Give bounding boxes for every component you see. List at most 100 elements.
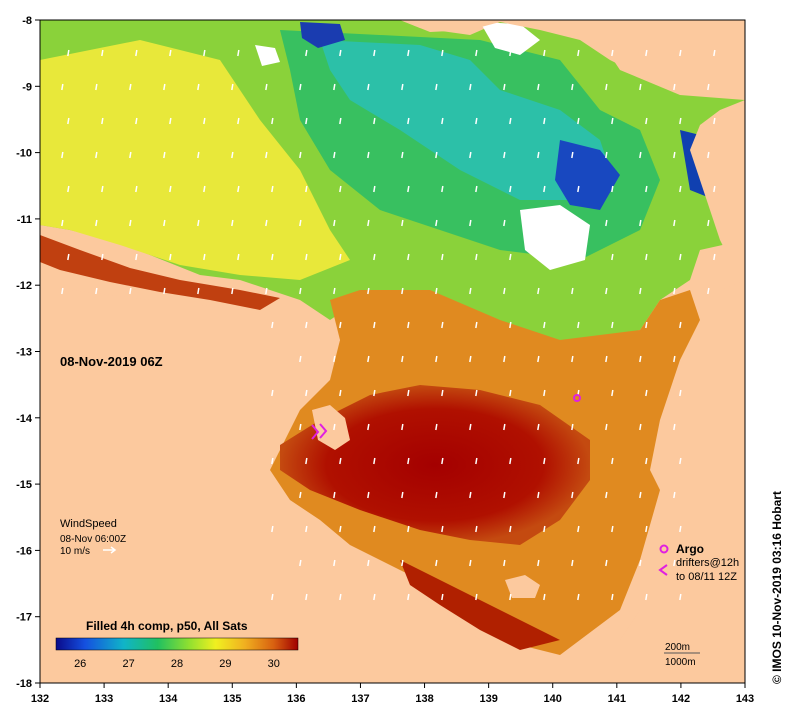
wind-arrow [543, 321, 546, 329]
wind-arrow [645, 117, 648, 125]
wind-arrow [203, 117, 206, 125]
wind-arrow [373, 185, 376, 193]
sea-north-cyan [320, 40, 610, 200]
wind-arrow [339, 117, 342, 125]
lat-tick-label: -15 [16, 479, 32, 491]
wind-arrow [67, 117, 70, 125]
wind-arrow [673, 559, 676, 567]
sea-gulf-core [280, 385, 590, 545]
wind-arrow [441, 321, 444, 329]
wind-arrow [135, 49, 138, 57]
wind-arrow [339, 253, 342, 261]
wind-arrow [503, 287, 506, 295]
land-cape-york [690, 100, 745, 275]
wind-arrow [299, 491, 302, 499]
sea-gulf-south-warm [400, 560, 560, 650]
wind-arrow [571, 219, 574, 227]
wind-arrow [333, 355, 336, 363]
wind-arrow [503, 423, 506, 431]
wind-arrow [611, 525, 614, 533]
wind-arrow [441, 389, 444, 397]
map-plot-area [39, 19, 746, 684]
wind-arrow [61, 151, 64, 159]
wind-arrow [135, 253, 138, 261]
wind-arrow [441, 525, 444, 533]
wind-arrow [639, 559, 642, 567]
wind-arrow [645, 185, 648, 193]
wind-arrow [713, 185, 716, 193]
colorbar-title: Filled 4h comp, p50, All Sats [86, 619, 248, 633]
wind-arrow [61, 219, 64, 227]
wind-arrow [367, 355, 370, 363]
cloud-patch-2 [480, 22, 540, 55]
isobath-1000m-label: 1000m [665, 657, 696, 668]
wind-arrow [95, 287, 98, 295]
wind-arrow [713, 117, 716, 125]
wind-arrow [299, 287, 302, 295]
wind-arrow [577, 457, 580, 465]
wind-arrow [543, 185, 546, 193]
wind-arrow [101, 117, 104, 125]
wind-arrow [435, 355, 438, 363]
wind-arrow [305, 389, 308, 397]
wind-arrow [537, 355, 540, 363]
wind-arrow [299, 83, 302, 91]
wind-arrow [401, 355, 404, 363]
wind-arrow [577, 185, 580, 193]
wind-arrow [95, 219, 98, 227]
lon-tick-label: 136 [287, 693, 305, 705]
wind-arrow [271, 49, 274, 57]
wind-arrow [101, 253, 104, 261]
wind-arrow [265, 83, 268, 91]
wind-arrow [673, 491, 676, 499]
wind-arrow [373, 457, 376, 465]
colorbar-tick-label: 26 [74, 658, 86, 670]
wind-arrow [231, 287, 234, 295]
wind-arrow [571, 287, 574, 295]
wind-arrow [237, 185, 240, 193]
wind-arrow [135, 185, 138, 193]
wind-arrow [203, 49, 206, 57]
wind-arrow [469, 491, 472, 499]
wind-arrow [605, 287, 608, 295]
wind-arrow [611, 321, 614, 329]
wind-arrow [537, 491, 540, 499]
wind-arrow [333, 491, 336, 499]
wind-arrow [707, 219, 710, 227]
wind-arrow [639, 423, 642, 431]
lat-tick-label: -12 [16, 280, 32, 292]
wind-arrow [407, 525, 410, 533]
drifters-legend-label: drifters@12h [676, 557, 739, 569]
lat-tick-label: -8 [22, 15, 32, 27]
wind-arrow [611, 253, 614, 261]
wind-arrow [265, 287, 268, 295]
wind-arrow [169, 49, 172, 57]
sea-west-coast-warm [40, 235, 280, 310]
wind-arrow [571, 151, 574, 159]
wind-arrow [441, 49, 444, 57]
wind-arrow [305, 185, 308, 193]
wind-arrow [611, 457, 614, 465]
wind-arrow [469, 287, 472, 295]
argo-float-1 [573, 394, 581, 402]
wind-arrow [707, 151, 710, 159]
lat-tick-label: -14 [16, 413, 33, 425]
wind-arrow [543, 389, 546, 397]
wind-arrow [333, 423, 336, 431]
wind-arrow [197, 151, 200, 159]
lon-tick-label: 137 [351, 693, 369, 705]
lat-tick-label: -18 [16, 678, 32, 690]
wind-legend-time: 08-Nov 06:00Z [60, 534, 126, 545]
drifters-legend-time: to 08/11 12Z [676, 571, 737, 583]
wind-arrow [503, 151, 506, 159]
wind-arrow [679, 457, 682, 465]
wind-arrow [713, 253, 716, 261]
wind-arrow [577, 525, 580, 533]
wind-arrow [339, 321, 342, 329]
lon-tick-label: 141 [608, 693, 626, 705]
wind-arrow [679, 321, 682, 329]
wind-arrow [333, 151, 336, 159]
wind-arrow [135, 117, 138, 125]
sea-cool-patch-north [300, 22, 345, 48]
